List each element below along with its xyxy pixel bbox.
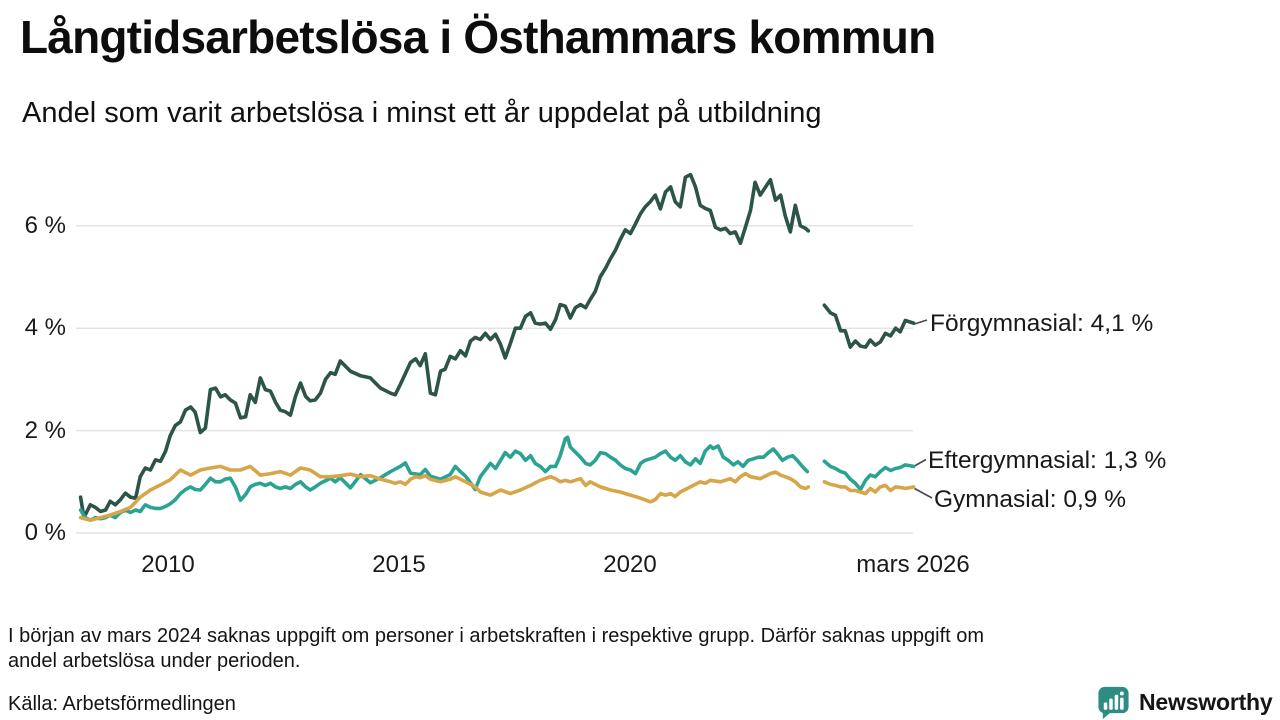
series-line-forgymnasial [78, 172, 811, 520]
x-axis-label-2010: 2010 [141, 551, 195, 578]
newsworthy-logo-text: Newsworthy [1139, 688, 1273, 715]
series-lines [78, 172, 916, 523]
chart-title: Långtidsarbetslösa i Östhammars kommun [20, 11, 936, 63]
series-label-eftergymnasial: Eftergymnasial: 1,3 % [928, 447, 1167, 474]
newsworthy-logo-icon [1098, 686, 1129, 720]
connector-forgymnasial [914, 319, 928, 325]
y-axis-label-0: 0 % [24, 519, 66, 546]
series-label-gymnasial: Gymnasial: 0,9 % [934, 486, 1126, 513]
y-axis-label-2: 2 % [24, 417, 66, 444]
series-line-gymnasial-after-gap [822, 479, 916, 496]
footnote-line-1: I början av mars 2024 saknas uppgift om … [8, 625, 985, 647]
label-connectors [914, 319, 933, 499]
chart-subtitle: Andel som varit arbetslösa i minst ett å… [22, 97, 822, 129]
y-axis-label-6: 6 % [24, 212, 66, 239]
footnote-line-2: andel arbetslösa under perioden. [8, 650, 301, 672]
series-line-eftergymnasial [78, 435, 810, 523]
gridlines [76, 225, 913, 534]
x-axis-label-mars2026: mars 2026 [856, 551, 970, 578]
x-axis-label-2015: 2015 [372, 551, 426, 578]
connector-gymnasial [914, 487, 933, 499]
newsworthy-logo: Newsworthy [1096, 684, 1273, 720]
series-line-eftergymnasial-after-gap [822, 459, 916, 492]
connector-eftergymnasial [914, 458, 927, 467]
series-line-forgymnasial-after-gap [822, 303, 916, 349]
x-axis-label-2020: 2020 [603, 551, 657, 578]
series-label-forgymnasial: Förgymnasial: 4,1 % [930, 310, 1154, 337]
y-axis-label-4: 4 % [24, 314, 66, 341]
footnote: I början av mars 2024 saknas uppgift om … [8, 624, 1268, 674]
series-line-gymnasial [78, 464, 811, 523]
source-note: Källa: Arbetsförmedlingen [8, 693, 236, 715]
